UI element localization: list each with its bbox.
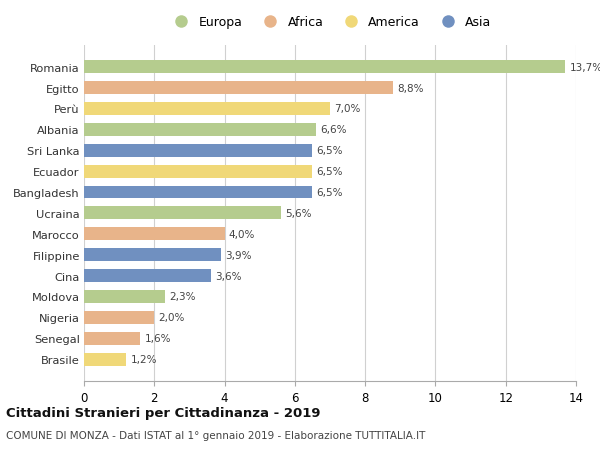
Text: 2,3%: 2,3%	[169, 292, 196, 302]
Text: 3,6%: 3,6%	[215, 271, 241, 281]
Bar	[84, 123, 316, 137]
Bar	[84, 145, 313, 157]
Bar	[84, 103, 330, 116]
Bar	[84, 82, 393, 95]
Text: 4,0%: 4,0%	[229, 230, 255, 239]
Bar	[84, 311, 154, 324]
Bar	[84, 228, 224, 241]
Bar	[84, 165, 313, 178]
Text: 6,6%: 6,6%	[320, 125, 347, 135]
Text: 7,0%: 7,0%	[334, 104, 361, 114]
Text: 6,5%: 6,5%	[317, 146, 343, 156]
Text: 1,2%: 1,2%	[130, 354, 157, 364]
Bar	[84, 249, 221, 262]
Text: COMUNE DI MONZA - Dati ISTAT al 1° gennaio 2019 - Elaborazione TUTTITALIA.IT: COMUNE DI MONZA - Dati ISTAT al 1° genna…	[6, 431, 425, 441]
Text: 5,6%: 5,6%	[285, 208, 311, 218]
Bar	[84, 332, 140, 345]
Bar	[84, 186, 313, 199]
Text: 13,7%: 13,7%	[569, 62, 600, 73]
Text: 6,5%: 6,5%	[317, 167, 343, 177]
Bar	[84, 353, 126, 366]
Text: 2,0%: 2,0%	[158, 313, 185, 323]
Bar	[84, 207, 281, 220]
Bar	[84, 290, 165, 303]
Text: Cittadini Stranieri per Cittadinanza - 2019: Cittadini Stranieri per Cittadinanza - 2…	[6, 406, 320, 419]
Text: 8,8%: 8,8%	[397, 84, 424, 94]
Bar	[84, 269, 211, 282]
Bar	[84, 61, 565, 74]
Text: 6,5%: 6,5%	[317, 188, 343, 197]
Legend: Europa, Africa, America, Asia: Europa, Africa, America, Asia	[165, 12, 495, 33]
Text: 1,6%: 1,6%	[145, 333, 171, 343]
Text: 3,9%: 3,9%	[225, 250, 252, 260]
